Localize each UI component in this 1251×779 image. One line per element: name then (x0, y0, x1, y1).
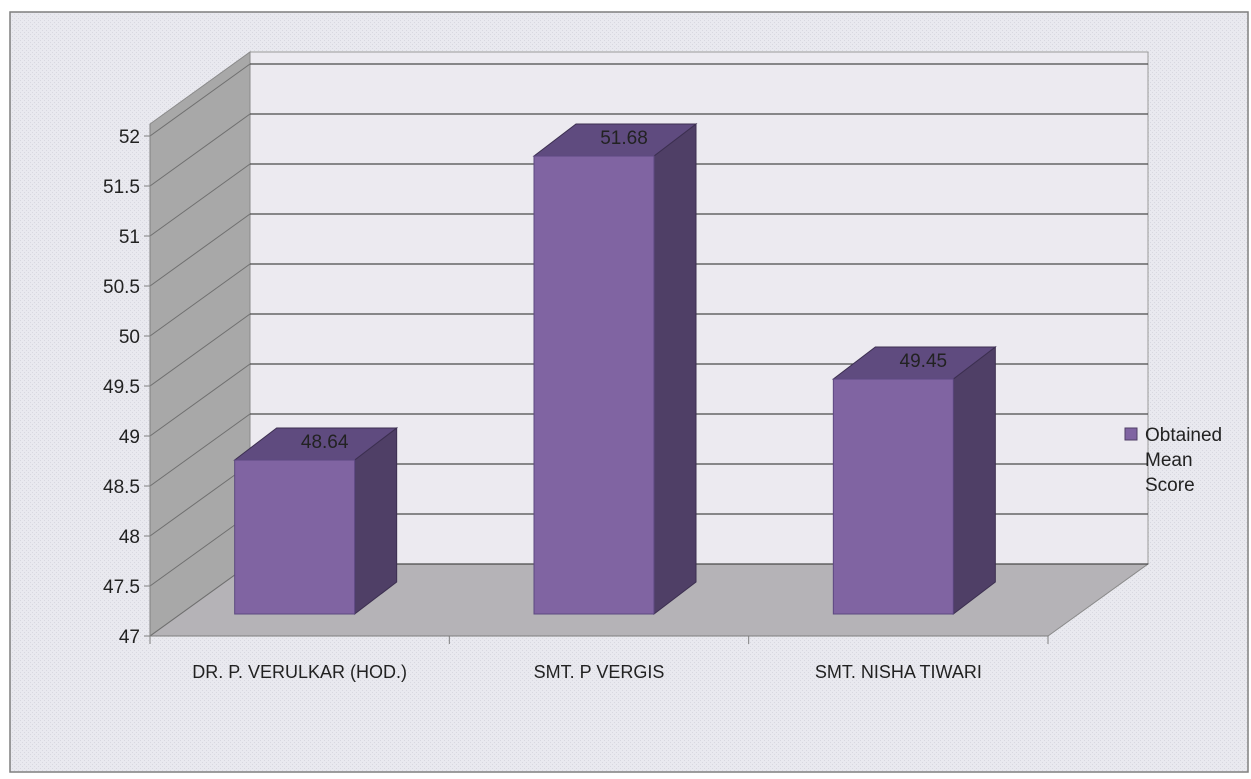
gridline-side (149, 213, 251, 287)
gridline-side (149, 413, 251, 487)
x-tick-label: SMT. P VERGIS (534, 662, 665, 682)
y-tick-label: 48 (119, 527, 140, 548)
bar (234, 459, 356, 615)
gridline-side (149, 563, 251, 637)
y-tick-label: 48.5 (103, 477, 140, 498)
gridline-side (149, 113, 251, 187)
y-tick-label: 52 (119, 127, 140, 148)
gridlines (149, 63, 1148, 637)
y-tick-label: 50 (119, 327, 140, 348)
x-tick-label: SMT. NISHA TIWARI (815, 662, 982, 682)
gridline-side (149, 163, 251, 237)
legend: Obtained Mean Score (1124, 425, 1222, 496)
gridline-side (149, 313, 251, 387)
y-tick-label: 50.5 (103, 277, 140, 298)
bars: 48.64 51.68 49.45 (233, 122, 997, 616)
y-tick-label: 49 (119, 427, 140, 448)
y-tick-label: 51.5 (103, 177, 140, 198)
bar-side (653, 122, 697, 616)
legend-label: Obtained Mean Score (1145, 425, 1222, 496)
y-tick-label: 47 (119, 627, 140, 648)
data-label: 49.45 (900, 351, 948, 372)
gridline-side (149, 263, 251, 337)
back-wall (249, 51, 1149, 565)
y-tick-label: 49.5 (103, 377, 140, 398)
y-tick-label: 47.5 (103, 577, 140, 598)
y-tick-label: 51 (119, 227, 140, 248)
bar-side (354, 426, 398, 616)
plot-walls (148, 51, 1150, 637)
bar-side (952, 345, 996, 616)
data-label: 51.68 (600, 128, 648, 149)
gridline-side (149, 513, 251, 587)
x-tick-label: DR. P. VERULKAR (HOD.) (192, 662, 407, 682)
gridline-side (149, 363, 251, 437)
data-label: 48.64 (301, 432, 349, 453)
y-axis: 47 47.5 48 48.5 49 49.5 50 50.5 51 51.5 52 (103, 124, 151, 648)
x-axis: DR. P. VERULKAR (HOD.) SMT. P VERGIS SMT. … (149, 635, 1049, 682)
gridline-side (149, 63, 251, 137)
bar (533, 155, 655, 615)
bar (832, 378, 954, 615)
gridline-side (149, 463, 251, 537)
legend-swatch (1124, 427, 1138, 441)
